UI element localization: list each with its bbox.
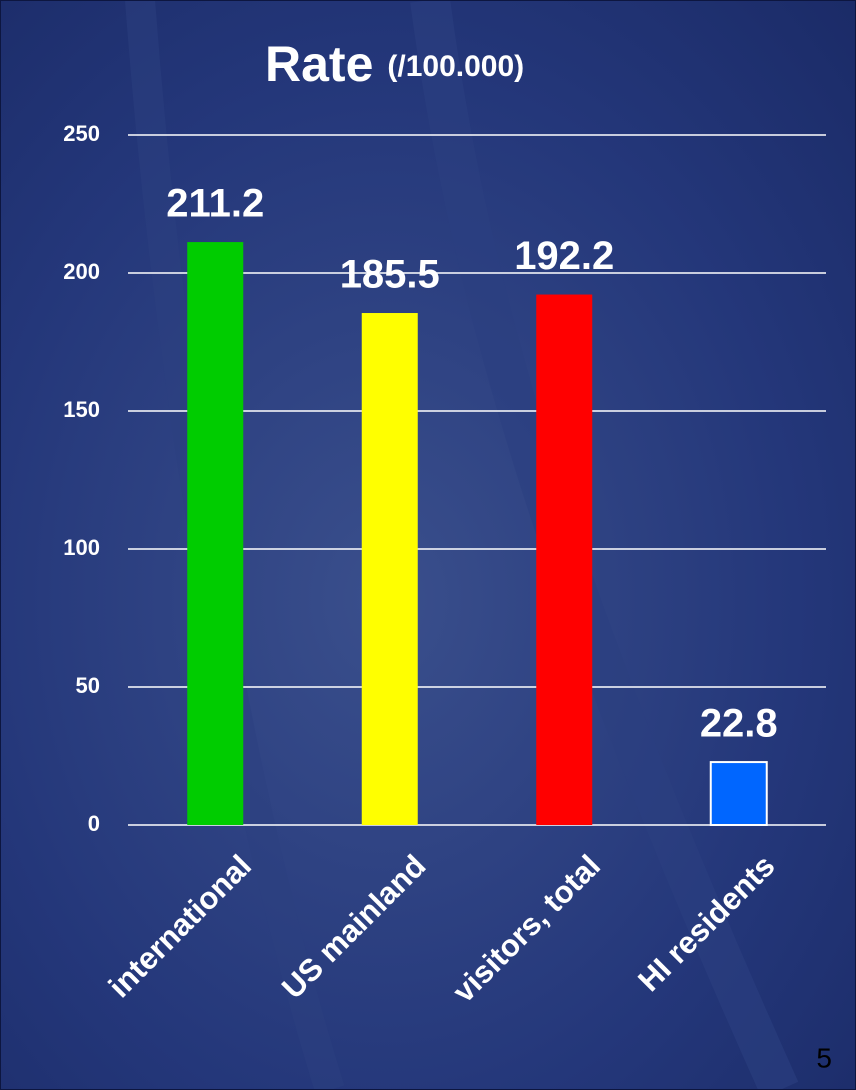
bar (361, 313, 418, 825)
value-label: 185.5 (340, 253, 440, 297)
bar (536, 294, 593, 825)
y-tick-label: 0 (88, 811, 100, 836)
value-label: 211.2 (166, 182, 264, 226)
slide-number: 5 (816, 1042, 832, 1073)
chart-subtitle: (/100.000) (387, 50, 524, 83)
y-tick-label: 150 (63, 397, 100, 422)
value-label: 22.8 (700, 702, 778, 746)
y-tick-label: 200 (63, 259, 100, 284)
bar (187, 242, 244, 825)
bar (709, 761, 768, 827)
y-tick-label: 100 (63, 535, 100, 560)
value-label: 192.2 (514, 234, 614, 278)
chart-title: Rate (265, 36, 373, 92)
y-tick-label: 250 (63, 121, 100, 146)
chart-title-group: Rate (/100.000) (265, 36, 524, 92)
y-tick-label: 50 (76, 673, 100, 698)
